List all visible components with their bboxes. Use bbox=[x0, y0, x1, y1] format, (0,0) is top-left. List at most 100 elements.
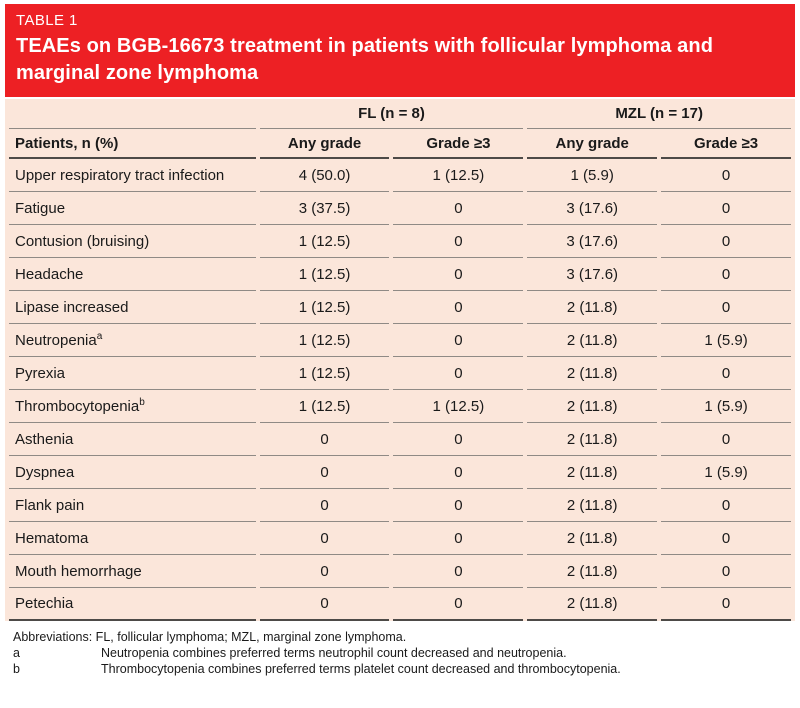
row-label: Mouth hemorrhage bbox=[9, 555, 256, 588]
row-label-text: Headache bbox=[15, 265, 84, 283]
table-row: Neutropeniaa 1 (12.5) 0 2 (11.8) 1 (5.9) bbox=[9, 324, 791, 357]
row-label: Pyrexia bbox=[9, 357, 256, 390]
cell-value: 0 bbox=[393, 588, 524, 621]
cell-value: 1 (5.9) bbox=[661, 456, 791, 489]
cell-value: 0 bbox=[393, 357, 524, 390]
cell-value: 0 bbox=[661, 489, 791, 522]
cell-value: 0 bbox=[661, 555, 791, 588]
cell-value: 2 (11.8) bbox=[527, 324, 658, 357]
row-label: Petechia bbox=[9, 588, 256, 621]
cell-value: 0 bbox=[259, 555, 390, 588]
row-label: Lipase increased bbox=[9, 291, 256, 324]
table-body: Upper respiratory tract infection 4 (50.0… bbox=[9, 159, 791, 621]
row-label-text: Pyrexia bbox=[15, 364, 66, 382]
cell-value: 0 bbox=[661, 192, 791, 225]
cell-value: 0 bbox=[259, 522, 390, 555]
cell-value: 2 (11.8) bbox=[527, 291, 658, 324]
row-label-text: Thrombocytopenia bbox=[15, 397, 140, 415]
footnote-marker: b bbox=[13, 662, 20, 676]
row-label-text: Neutropenia bbox=[15, 331, 97, 349]
row-label: Upper respiratory tract infection bbox=[9, 159, 256, 192]
table-row: Upper respiratory tract infection 4 (50.0… bbox=[9, 159, 791, 192]
footnotes: Abbreviations: FL, follicular lymphoma; … bbox=[5, 621, 795, 677]
cell-value: 0 bbox=[661, 291, 791, 324]
abbreviations-note: Abbreviations: FL, follicular lymphoma; … bbox=[13, 630, 407, 644]
row-label-text: Contusion (bruising) bbox=[15, 232, 150, 250]
cell-value: 3 (17.6) bbox=[527, 258, 658, 291]
cell-value: 0 bbox=[393, 456, 524, 489]
cell-value: 1 (12.5) bbox=[259, 324, 390, 357]
cell-value: 1 (5.9) bbox=[527, 159, 658, 192]
cell-value: 0 bbox=[393, 489, 524, 522]
cell-value: 2 (11.8) bbox=[527, 456, 658, 489]
cell-value: 0 bbox=[661, 159, 791, 192]
row-label-text: Asthenia bbox=[15, 430, 74, 448]
cell-value: 1 (5.9) bbox=[661, 390, 791, 423]
cell-value: 0 bbox=[393, 258, 524, 291]
table-row: Thrombocytopeniab 1 (12.5) 1 (12.5) 2 (11.8… bbox=[9, 390, 791, 423]
cell-value: 1 (12.5) bbox=[393, 390, 524, 423]
cell-value: 0 bbox=[259, 456, 390, 489]
cell-value: 0 bbox=[393, 522, 524, 555]
row-label-text: Upper respiratory tract infection bbox=[15, 166, 225, 184]
cell-value: 0 bbox=[259, 423, 390, 456]
col-header-fl-grade-ge3: Grade ≥3 bbox=[393, 129, 524, 159]
row-label-text: Mouth hemorrhage bbox=[15, 562, 142, 580]
cell-value: 0 bbox=[661, 258, 791, 291]
row-label-text: Hematoma bbox=[15, 529, 89, 547]
footnote-item: a Neutropenia combines preferred terms ne… bbox=[13, 645, 787, 661]
table-row: Headache 1 (12.5) 0 3 (17.6) 0 bbox=[9, 258, 791, 291]
row-label-text: Fatigue bbox=[15, 199, 66, 217]
cell-value: 1 (12.5) bbox=[259, 225, 390, 258]
cell-value: 0 bbox=[661, 357, 791, 390]
table-title-bar: TABLE 1 TEAEs on BGB-16673 treatment in … bbox=[5, 4, 795, 97]
row-label: Headache bbox=[9, 258, 256, 291]
table-row: Hematoma 0 0 2 (11.8) 0 bbox=[9, 522, 791, 555]
table-row: Dyspnea 0 0 2 (11.8) 1 (5.9) bbox=[9, 456, 791, 489]
row-label-text: Dyspnea bbox=[15, 463, 75, 481]
col-header-fl-any-grade: Any grade bbox=[259, 129, 390, 159]
table-row: Flank pain 0 0 2 (11.8) 0 bbox=[9, 489, 791, 522]
row-label: Thrombocytopeniab bbox=[9, 390, 256, 423]
cell-value: 2 (11.8) bbox=[527, 522, 658, 555]
cell-value: 1 (12.5) bbox=[259, 291, 390, 324]
group-header-fl: FL (n = 8) bbox=[259, 99, 524, 129]
cell-value: 2 (11.8) bbox=[527, 555, 658, 588]
table-row: Contusion (bruising) 1 (12.5) 0 3 (17.6) 0 bbox=[9, 225, 791, 258]
cell-value: 3 (17.6) bbox=[527, 192, 658, 225]
row-label-text: Lipase increased bbox=[15, 298, 129, 316]
cell-value: 2 (11.8) bbox=[527, 489, 658, 522]
cell-value: 0 bbox=[661, 225, 791, 258]
footnote-text: Thrombocytopenia combines preferred term… bbox=[101, 662, 621, 676]
footnote-marker: a bbox=[13, 646, 20, 660]
table-title: TEAEs on BGB-16673 treatment in patients… bbox=[16, 35, 714, 84]
cell-value: 0 bbox=[259, 588, 390, 621]
cell-value: 2 (11.8) bbox=[527, 588, 658, 621]
row-label: Flank pain bbox=[9, 489, 256, 522]
row-label: Contusion (bruising) bbox=[9, 225, 256, 258]
table-row: Petechia 0 0 2 (11.8) 0 bbox=[9, 588, 791, 621]
table-row: Pyrexia 1 (12.5) 0 2 (11.8) 0 bbox=[9, 357, 791, 390]
cell-value: 4 (50.0) bbox=[259, 159, 390, 192]
group-header-spacer bbox=[9, 99, 256, 129]
cell-value: 0 bbox=[393, 225, 524, 258]
cell-value: 2 (11.8) bbox=[527, 357, 658, 390]
table-wrap: FL (n = 8) MZL (n = 17) Patients, n (%) … bbox=[5, 99, 795, 621]
table-number-label: TABLE 1 bbox=[16, 12, 78, 29]
row-label: Hematoma bbox=[9, 522, 256, 555]
row-label-text: Petechia bbox=[15, 595, 74, 612]
row-label: Asthenia bbox=[9, 423, 256, 456]
col-header-patients: Patients, n (%) bbox=[9, 129, 256, 159]
row-label: Dyspnea bbox=[9, 456, 256, 489]
footnote-text: Neutropenia combines preferred terms neu… bbox=[101, 646, 567, 660]
group-header-row: FL (n = 8) MZL (n = 17) bbox=[9, 99, 791, 129]
table-row: Lipase increased 1 (12.5) 0 2 (11.8) 0 bbox=[9, 291, 791, 324]
row-label: Fatigue bbox=[9, 192, 256, 225]
row-label-superscript: a bbox=[96, 330, 103, 342]
group-header-mzl: MZL (n = 17) bbox=[527, 99, 791, 129]
table-row: Asthenia 0 0 2 (11.8) 0 bbox=[9, 423, 791, 456]
cell-value: 0 bbox=[393, 192, 524, 225]
col-header-mzl-grade-ge3: Grade ≥3 bbox=[661, 129, 791, 159]
cell-value: 0 bbox=[661, 588, 791, 621]
cell-value: 1 (12.5) bbox=[259, 357, 390, 390]
